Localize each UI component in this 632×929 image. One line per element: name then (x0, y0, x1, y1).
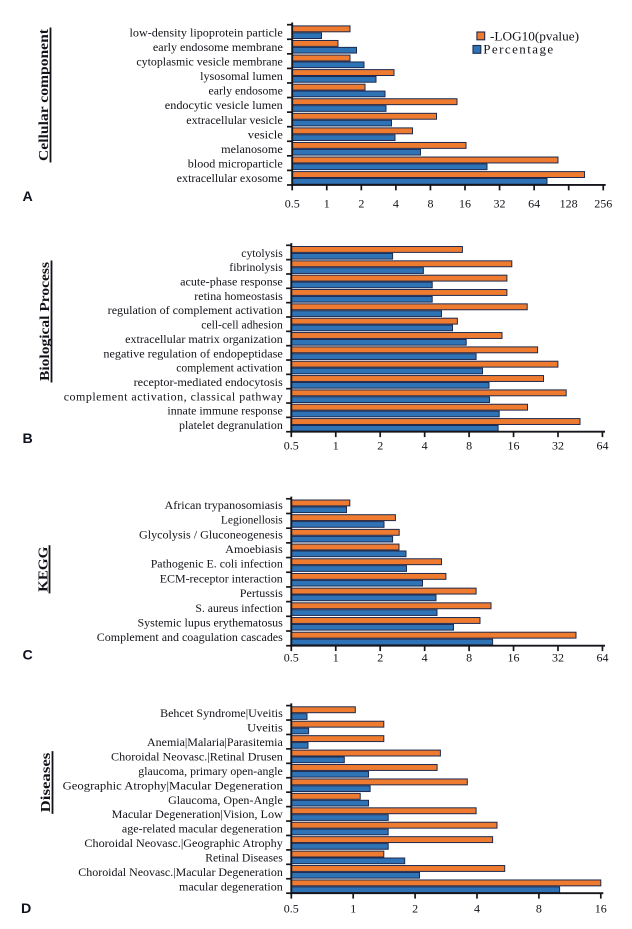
svg-text:32: 32 (552, 651, 564, 665)
svg-text:Choroidal Neovasc.|Retinal Dru: Choroidal Neovasc.|Retinal Drusen (111, 750, 283, 764)
svg-text:vesicle: vesicle (248, 127, 283, 141)
svg-text:Glycolysis / Gluconeogenesis: Glycolysis / Gluconeogenesis (139, 527, 283, 541)
svg-text:Pathogenic E. coli infection: Pathogenic E. coli infection (151, 557, 283, 571)
svg-text:ECM-receptor interaction: ECM-receptor interaction (160, 571, 283, 585)
svg-text:S. aureus infection: S. aureus infection (195, 601, 282, 615)
svg-text:1: 1 (350, 902, 356, 916)
svg-text:0.5: 0.5 (284, 902, 299, 916)
svg-text:8: 8 (536, 902, 542, 916)
svg-text:innate immune response: innate immune response (167, 404, 282, 418)
svg-text:32: 32 (552, 438, 564, 452)
svg-text:negative regulation of endopep: negative regulation of endopeptidase (103, 346, 282, 360)
svg-text:acute-phase response: acute-phase response (180, 275, 283, 289)
svg-text:Choroidal Neovasc.|Geographic: Choroidal Neovasc.|Geographic Atrophy (84, 836, 282, 850)
svg-text:2: 2 (358, 196, 364, 210)
svg-text:A: A (23, 189, 33, 205)
svg-text:early endosome: early endosome (209, 84, 283, 98)
svg-text:extracellular matrix organizat: extracellular matrix organization (125, 332, 283, 346)
svg-text:KEGG: KEGG (36, 546, 51, 591)
svg-text:64: 64 (596, 651, 608, 665)
svg-text:64: 64 (596, 438, 608, 452)
svg-text:B: B (23, 431, 33, 447)
svg-text:extracellular vesicle: extracellular vesicle (186, 113, 283, 127)
svg-text:4: 4 (422, 651, 428, 665)
svg-text:Amoebiasis: Amoebiasis (225, 542, 283, 556)
svg-text:128: 128 (560, 196, 578, 210)
svg-text:64: 64 (528, 196, 540, 210)
svg-text:16: 16 (459, 196, 471, 210)
svg-text:melanosome: melanosome (221, 142, 283, 156)
svg-text:Cellular component: Cellular component (36, 29, 51, 161)
svg-text:C: C (23, 648, 33, 664)
svg-text:blood microparticle: blood microparticle (188, 157, 283, 171)
svg-text:Geographic Atrophy|Macular Deg: Geographic Atrophy|Macular Degeneration (63, 778, 283, 792)
svg-text:D: D (21, 901, 31, 917)
svg-text:0.5: 0.5 (284, 438, 299, 452)
svg-text:receptor-mediated endocytosis: receptor-mediated endocytosis (134, 375, 284, 389)
svg-text:Biological Process: Biological Process (37, 261, 52, 381)
svg-text:4: 4 (422, 438, 428, 452)
svg-text:lysosomal lumen: lysosomal lumen (200, 69, 283, 83)
svg-text:Choroidal Neovasc.|Macular Deg: Choroidal Neovasc.|Macular Degeneration (78, 865, 283, 879)
svg-text:African trypanosomiasis: African trypanosomiasis (165, 498, 284, 512)
svg-text:0.5: 0.5 (284, 651, 299, 665)
svg-text:4: 4 (393, 196, 399, 210)
svg-text:Pertussis: Pertussis (240, 586, 283, 600)
svg-text:Macular Degeneration|Vision, L: Macular Degeneration|Vision, Low (112, 807, 283, 821)
svg-text:platelet degranulation: platelet degranulation (179, 418, 283, 432)
svg-text:4: 4 (474, 902, 480, 916)
svg-text:extracellular exosome: extracellular exosome (177, 171, 283, 185)
svg-text:2: 2 (412, 902, 418, 916)
svg-text:Glaucoma, Open-Angle: Glaucoma, Open-Angle (168, 793, 283, 807)
svg-text:glaucoma, primary open-angle: glaucoma, primary open-angle (138, 764, 283, 778)
svg-text:8: 8 (427, 196, 433, 210)
svg-text:8: 8 (466, 651, 472, 665)
svg-text:regulation of complement activ: regulation of complement activation (108, 303, 283, 317)
svg-text:Complement and coagulation cas: Complement and coagulation cascades (97, 630, 283, 644)
svg-text:cytoplasmic vesicle membrane: cytoplasmic vesicle membrane (136, 55, 282, 69)
svg-text:complement activation, classic: complement activation, classical pathway (64, 389, 283, 403)
svg-text:Diseases: Diseases (38, 752, 53, 812)
svg-text:macular degeneration: macular degeneration (179, 879, 283, 893)
svg-text:Anemia|Malaria|Parasitemia: Anemia|Malaria|Parasitemia (147, 735, 283, 749)
svg-text:Systemic lupus erythematosus: Systemic lupus erythematosus (138, 615, 284, 629)
svg-text:Retinal Diseases: Retinal Diseases (205, 851, 283, 865)
svg-text:2: 2 (377, 651, 383, 665)
svg-text:low-density lipoprotein partic: low-density lipoprotein particle (130, 25, 283, 39)
svg-text:retina homeostasis: retina homeostasis (194, 289, 283, 303)
svg-text:1: 1 (324, 196, 330, 210)
svg-text:2: 2 (377, 438, 383, 452)
svg-text:age-related macular degenerati: age-related macular degeneration (122, 822, 283, 836)
svg-text:16: 16 (508, 651, 520, 665)
svg-text:complement activation: complement activation (176, 361, 283, 375)
svg-text:16: 16 (508, 438, 520, 452)
svg-text:endocytic vesicle lumen: endocytic vesicle lumen (165, 98, 283, 112)
svg-text:8: 8 (466, 438, 472, 452)
svg-text:Legionellosis: Legionellosis (221, 513, 283, 527)
svg-text:16: 16 (595, 902, 607, 916)
svg-text:Uveitis: Uveitis (247, 721, 283, 735)
svg-text:fibrinolysis: fibrinolysis (229, 260, 283, 274)
svg-text:32: 32 (494, 196, 506, 210)
svg-text:early endosome membrane: early endosome membrane (153, 40, 283, 54)
svg-text:-LOG10(pvalue): -LOG10(pvalue) (490, 28, 579, 43)
svg-text:cytolysis: cytolysis (241, 246, 283, 260)
svg-text:1: 1 (333, 651, 339, 665)
svg-text:256: 256 (594, 196, 612, 210)
svg-text:Behcet Syndrome|Uveitis: Behcet Syndrome|Uveitis (160, 706, 283, 720)
svg-text:cell-cell adhesion: cell-cell adhesion (201, 318, 283, 332)
svg-text:0.5: 0.5 (285, 196, 300, 210)
svg-text:Percentage: Percentage (483, 42, 553, 57)
svg-text:1: 1 (333, 438, 339, 452)
